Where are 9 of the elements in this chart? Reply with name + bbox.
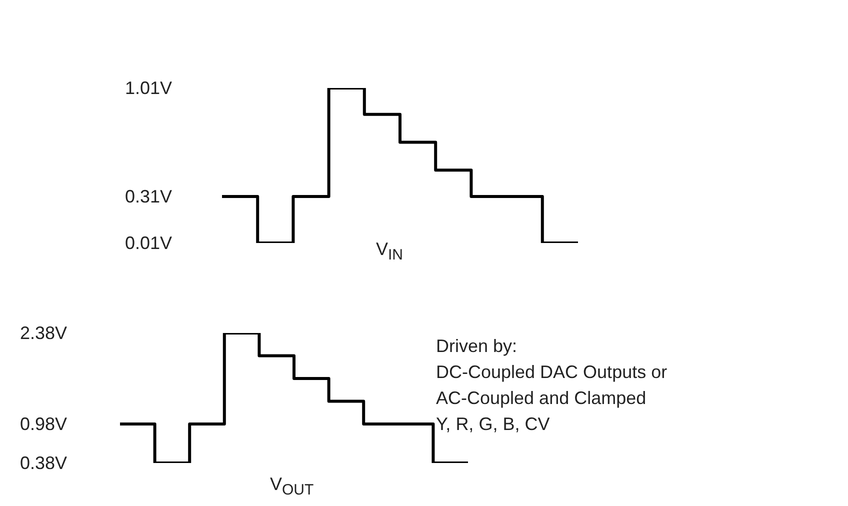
annotation: Driven by: DC-Coupled DAC Outputs or AC-Coupled and Clamped Y, R, G, B, CV — [436, 335, 668, 436]
y-tick-label: 1.01V — [125, 78, 172, 98]
y-tick-label: 0.31V — [125, 186, 172, 206]
y-tick-label: 0.98V — [20, 414, 68, 434]
y-tick-label: 2.38V — [20, 323, 68, 343]
text: V$_{OUT}$ — [270, 473, 314, 501]
y-tick-label: 0.38V — [20, 453, 68, 473]
y-tick-label: 0.01V — [125, 233, 172, 253]
annotation: V$_{IN}$ — [376, 238, 404, 266]
